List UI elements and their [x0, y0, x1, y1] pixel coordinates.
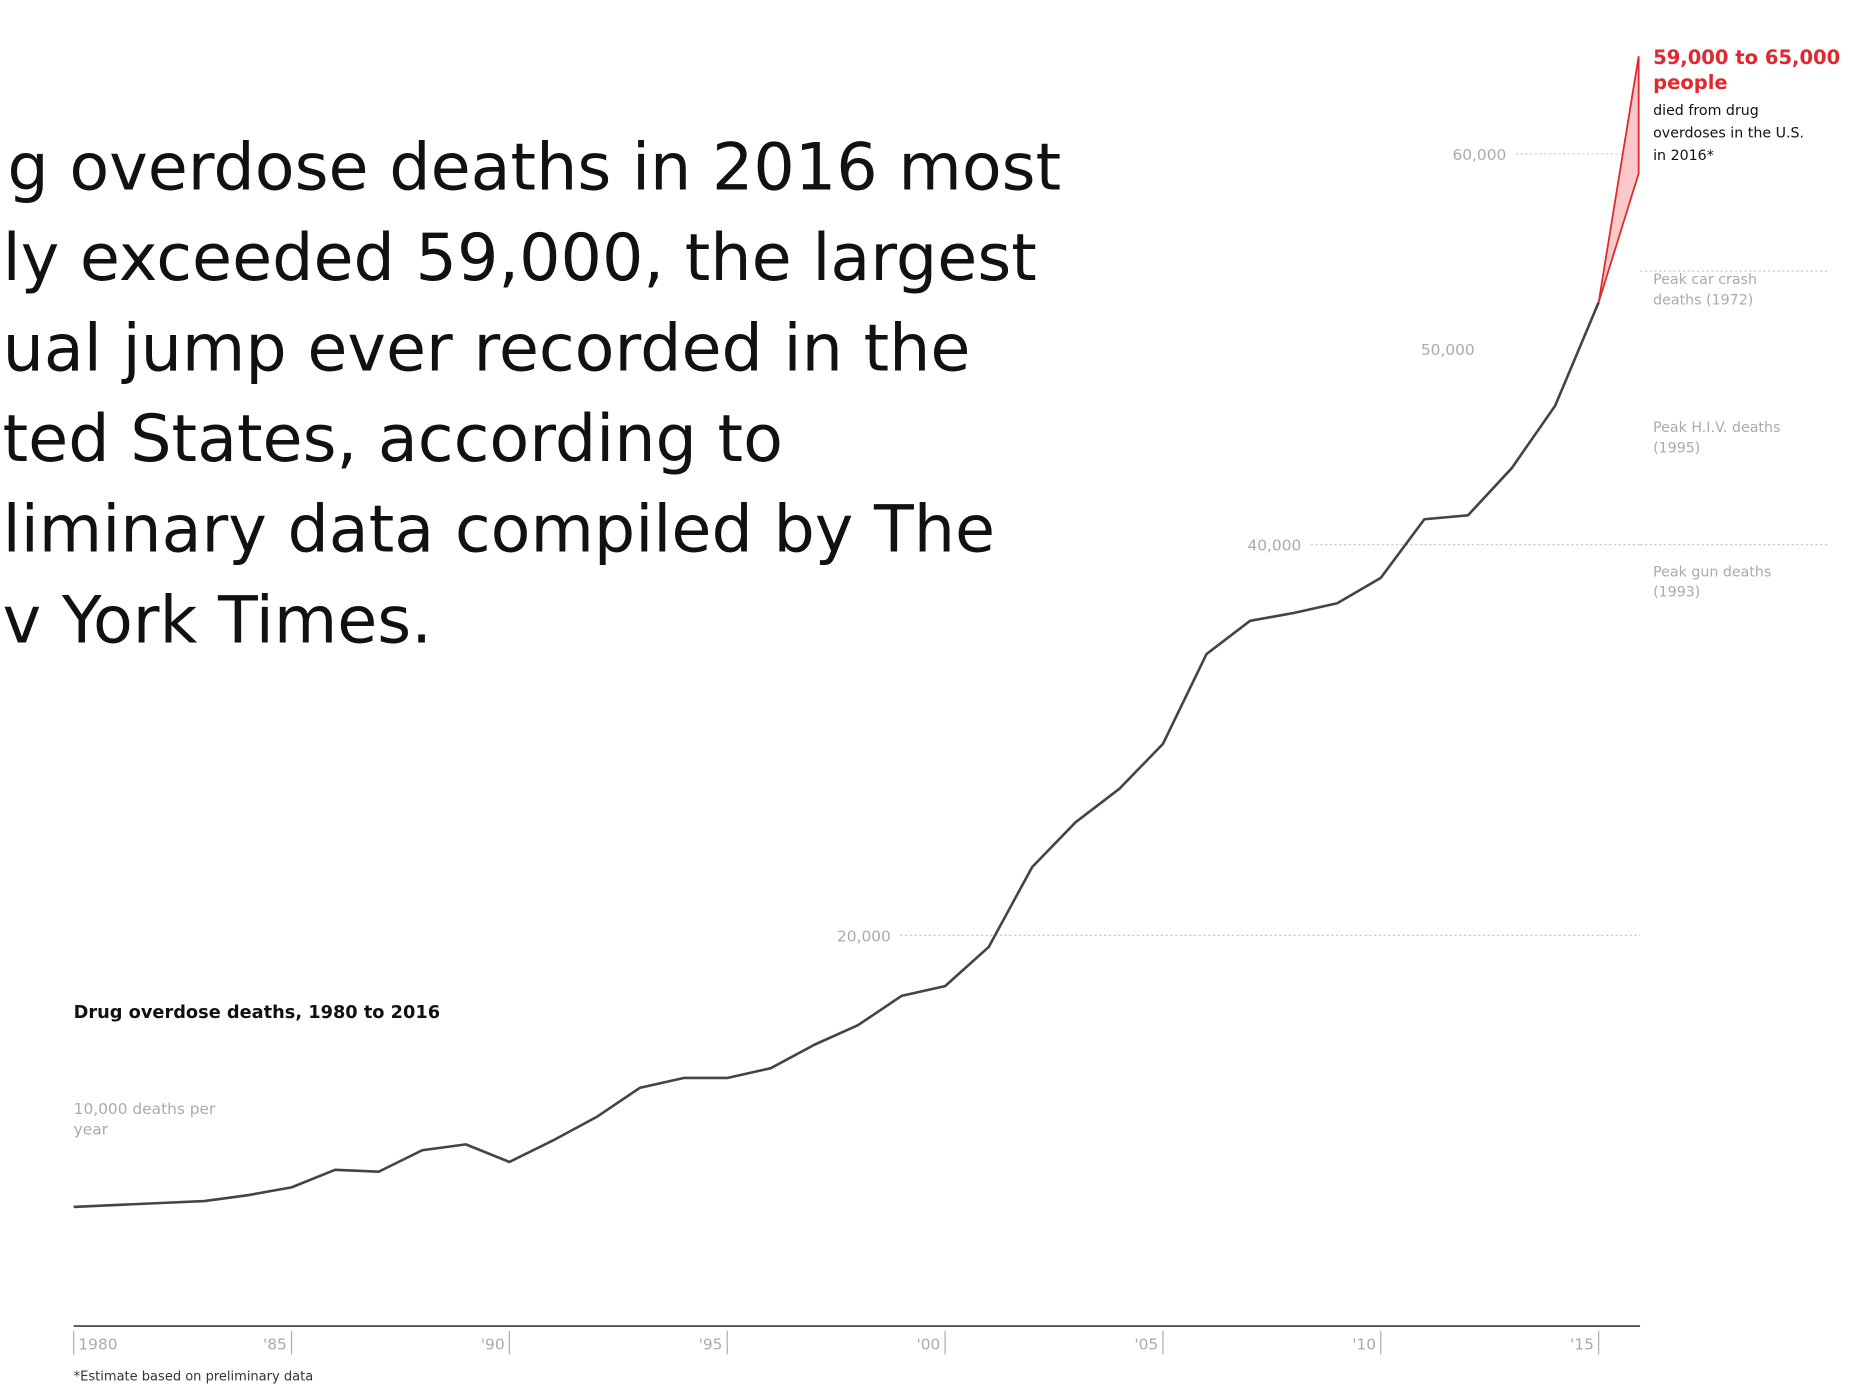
reference-label: Peak H.I.V. deaths (1995) [1653, 419, 1781, 456]
intro-line: v York Times. [3, 583, 432, 658]
intro-line: ly exceeded 59,000, the largest [3, 221, 1037, 296]
y-tick-label: 40,000 [1247, 537, 1301, 555]
estimate-note-box: died from drug overdoses in the U.S. in … [1653, 101, 1805, 164]
x-tick-label: '95 [699, 1336, 723, 1354]
intro-line: ual jump ever recorded in the [3, 312, 971, 387]
estimate-label: 59,000 to 65,000 people [1653, 46, 1841, 94]
y-tick-label: 20,000 [837, 927, 891, 945]
x-tick-label: 1980 [78, 1336, 117, 1354]
estimate-range [1597, 56, 1640, 303]
x-tick-label: '85 [263, 1336, 287, 1354]
estimate-note: died from drug overdoses in the U.S. in … [1653, 101, 1805, 164]
reference-label: Peak car crash deaths (1972) [1653, 271, 1757, 308]
estimate-label-box: 59,000 to 65,000 people [1653, 46, 1841, 94]
reference-label-box: Peak H.I.V. deaths (1995) [1653, 419, 1781, 456]
y-tick-label-box: 10,000 deaths per year [73, 1101, 216, 1139]
footnote: *Estimate based on preliminary data [74, 1370, 314, 1385]
chart-title: Drug overdose deaths, 1980 to 2016 [74, 1003, 440, 1023]
y-tick-label: 50,000 [1421, 341, 1475, 359]
reference-label: Peak gun deaths (1993) [1653, 563, 1772, 601]
y-tick-label: 10,000 deaths per year [73, 1101, 216, 1139]
intro-line: liminary data compiled by The [3, 493, 996, 568]
x-tick-label: '05 [1134, 1336, 1158, 1354]
x-tick-label: '90 [481, 1336, 505, 1354]
y-tick-label: 60,000 [1452, 146, 1506, 164]
intro-line: ted States, according to [3, 402, 783, 477]
reference-label-box: Peak car crash deaths (1972) [1653, 271, 1757, 308]
x-tick-label: '10 [1352, 1336, 1376, 1354]
x-tick-label: '00 [917, 1336, 941, 1354]
line [73, 301, 1600, 1209]
reference-label-box: Peak gun deaths (1993) [1653, 563, 1772, 601]
intro-line: g overdose deaths in 2016 most [7, 130, 1061, 205]
x-tick-label: '15 [1570, 1336, 1594, 1354]
